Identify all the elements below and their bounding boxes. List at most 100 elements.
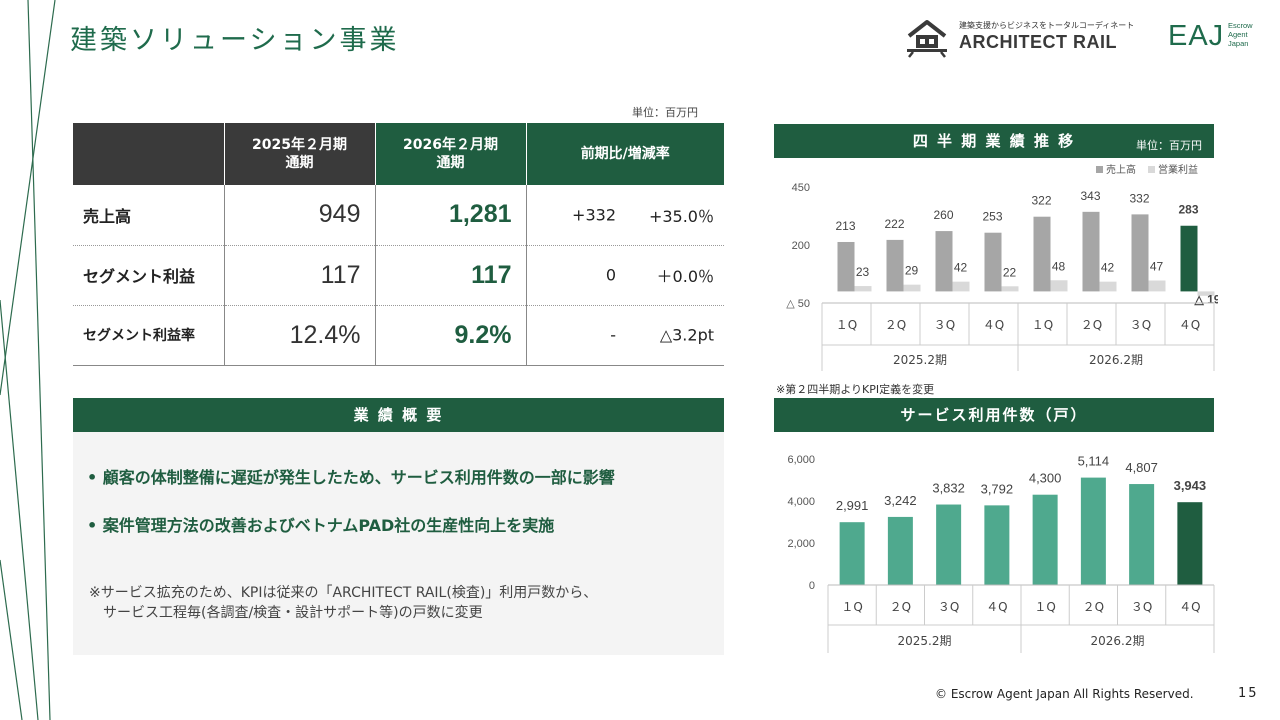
x-tick-label: ４Q	[983, 318, 1004, 332]
usage-data-label: 3,943	[1174, 478, 1207, 493]
x-tick-label: ４Q	[1179, 318, 1200, 332]
profit-bar	[1001, 286, 1019, 292]
sales-bar	[1180, 225, 1198, 292]
y-tick-label: 2,000	[787, 538, 815, 550]
profit-bar	[1050, 280, 1068, 292]
usage-bar	[1177, 502, 1203, 585]
sales-data-label: 260	[933, 208, 953, 222]
profit-data-label: 48	[1052, 259, 1066, 273]
header-2026: 2026年２月期 通期	[374, 123, 526, 185]
y-tick-label: 200	[792, 240, 810, 252]
logo-name: ARCHITECT RAIL	[959, 32, 1117, 52]
row-label: セグメント利益	[73, 245, 224, 306]
legend-swatch-profit	[1148, 166, 1155, 173]
profit-bar	[1197, 291, 1215, 296]
group-label: 2026.2期	[1091, 634, 1145, 648]
value-2026: 9.2%	[374, 305, 526, 366]
x-tick-label: １Q	[1034, 600, 1055, 614]
comparison-cell: - △3.2pt	[525, 305, 724, 366]
page-number: 15	[1238, 686, 1259, 701]
table-row: セグメント利益 117 117 0 ＋0.0％	[73, 245, 724, 306]
x-tick-label: ２Q	[890, 600, 911, 614]
profit-bar	[952, 281, 970, 292]
x-tick-label: ２Q	[1081, 318, 1102, 332]
sales-bar	[837, 241, 855, 292]
sales-bar	[1082, 211, 1100, 292]
sales-bar	[1033, 216, 1051, 292]
x-tick-label: ３Q	[1131, 600, 1152, 614]
usage-data-label: 5,114	[1078, 454, 1110, 469]
page-title: 建築ソリューション事業	[70, 25, 400, 56]
diff-value: +332	[572, 205, 616, 225]
quarterly-performance-chart: △ 50 200 450 売上高 営業利益 213 23 222 29 260 42 253 22 322…	[786, 163, 1218, 371]
header-blank-cell	[73, 123, 224, 185]
x-tick-label: ４Q	[1179, 600, 1200, 614]
profit-bar	[854, 286, 872, 292]
summary-bullet: • 顧客の体制整備に遅延が発生したため、サービス利用件数の一部に影響	[87, 468, 615, 487]
usage-bar	[839, 522, 865, 585]
comparison-cell: +332 +35.0％	[525, 185, 724, 246]
profit-data-label: 23	[856, 265, 870, 279]
table-row: 売上高 949 1,281 +332 +35.0％	[73, 185, 724, 246]
sales-bar	[886, 239, 904, 292]
profit-bar	[903, 284, 921, 292]
usage-data-label: 2,991	[836, 498, 869, 513]
sales-data-label: 322	[1031, 194, 1051, 208]
financial-table: 2025年２月期 通期 2026年２月期 通期 前期比/増減率 売上高 949 1,…	[73, 123, 724, 366]
value-2026: 1,281	[374, 185, 526, 246]
quarterly-chart-title: 四 半 期 業 績 推 移	[912, 132, 1076, 150]
quarterly-chart-header: 四 半 期 業 績 推 移	[774, 124, 1214, 158]
usage-bar	[1129, 484, 1155, 585]
usage-data-label: 3,832	[932, 481, 965, 496]
house-icon	[907, 20, 947, 58]
sales-data-label: 222	[884, 217, 904, 231]
sales-data-label: 332	[1129, 191, 1149, 205]
usage-data-label: 4,807	[1125, 460, 1158, 475]
quarterly-chart-unit: 単位：百万円	[1136, 139, 1202, 152]
summary-box: • 顧客の体制整備に遅延が発生したため、サービス利用件数の一部に影響 • 案件管…	[73, 432, 724, 655]
profit-bar	[1099, 281, 1117, 292]
rate-value: +35.0％	[648, 206, 714, 226]
x-tick-label: １Q	[1032, 318, 1053, 332]
table-header-row: 2025年２月期 通期 2026年２月期 通期 前期比/増減率	[73, 123, 724, 185]
sales-bar	[984, 232, 1002, 292]
x-tick-label: ２Q	[885, 318, 906, 332]
sales-data-label: 213	[835, 219, 855, 233]
x-tick-label: ３Q	[938, 600, 959, 614]
x-tick-label: １Q	[836, 318, 857, 332]
header-2025: 2025年２月期 通期	[223, 123, 375, 185]
profit-data-label: 22	[1003, 265, 1017, 279]
profit-data-label: 29	[905, 264, 919, 278]
profit-data-label: 42	[954, 261, 968, 275]
y-tick-label: 0	[809, 580, 815, 592]
x-tick-label: ３Q	[934, 318, 955, 332]
usage-bar	[984, 505, 1010, 585]
sales-data-label: 343	[1080, 189, 1100, 203]
kpi-definition-note: ※第２四半期よりKPI定義を変更	[776, 383, 935, 396]
usage-bar	[936, 504, 962, 585]
y-tick-label: 6,000	[787, 454, 815, 466]
y-tick-label: 450	[792, 182, 810, 194]
usage-data-label: 4,300	[1029, 471, 1062, 486]
diff-value: -	[610, 325, 616, 345]
comparison-cell: 0 ＋0.0％	[525, 245, 724, 306]
sales-bar	[935, 231, 953, 292]
profit-data-label: 42	[1101, 261, 1115, 275]
eaj-logo-letters: EAJ	[1168, 20, 1225, 52]
row-label: 売上高	[73, 185, 224, 246]
x-tick-label: ４Q	[986, 600, 1007, 614]
value-2025: 949	[223, 185, 375, 246]
group-label: 2025.2期	[898, 634, 952, 648]
usage-bar	[1032, 494, 1058, 585]
x-tick-label: ３Q	[1130, 318, 1151, 332]
row-label: セグメント利益率	[73, 305, 224, 366]
sales-data-label: 253	[982, 210, 1002, 224]
service-chart-header: サービス利用件数（戸）	[774, 398, 1214, 432]
table-row: セグメント利益率 12.4% 9.2% - △3.2pt	[73, 305, 724, 366]
rate-value: ＋0.0％	[656, 267, 714, 286]
y-tick-label: △ 50	[786, 298, 810, 310]
x-tick-label: ２Q	[1083, 600, 1104, 614]
value-2025: 12.4%	[223, 305, 375, 366]
group-label: 2026.2期	[1089, 353, 1143, 367]
